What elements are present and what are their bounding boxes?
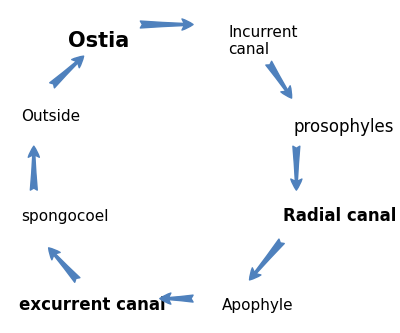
FancyArrowPatch shape — [266, 61, 292, 98]
Text: prosophyles: prosophyles — [293, 118, 394, 136]
Text: Incurrent
canal: Incurrent canal — [228, 25, 298, 57]
FancyArrowPatch shape — [140, 19, 193, 30]
Text: Apophyle: Apophyle — [222, 298, 294, 313]
FancyArrowPatch shape — [291, 146, 302, 190]
FancyArrowPatch shape — [160, 293, 193, 304]
FancyArrowPatch shape — [28, 146, 39, 190]
FancyArrowPatch shape — [49, 248, 80, 282]
Text: Outside: Outside — [21, 110, 80, 125]
FancyArrowPatch shape — [250, 239, 284, 280]
Text: Ostia: Ostia — [68, 31, 129, 51]
Text: excurrent canal: excurrent canal — [19, 296, 166, 314]
FancyArrowPatch shape — [50, 56, 84, 88]
Text: spongocoel: spongocoel — [21, 208, 108, 223]
Text: Radial canal: Radial canal — [283, 207, 397, 225]
